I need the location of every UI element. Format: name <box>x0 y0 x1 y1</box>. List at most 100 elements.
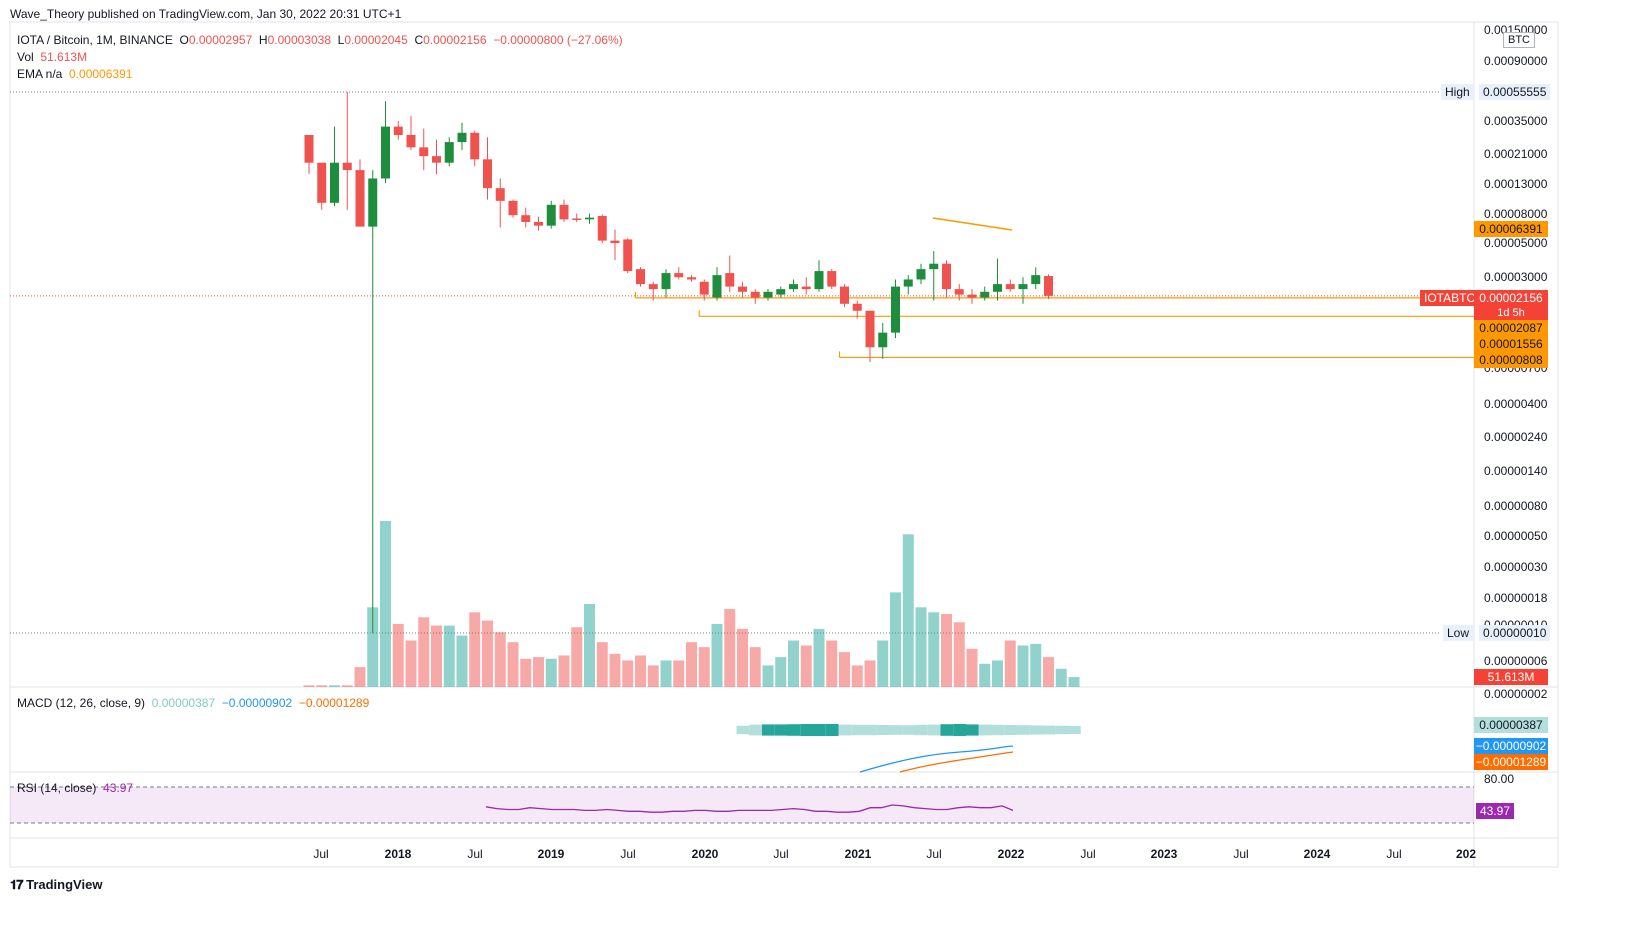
candle-body <box>789 284 798 290</box>
macd-histogram-bar <box>749 724 762 736</box>
close-value: 0.00002156 <box>423 33 487 47</box>
macd-histogram-bar <box>864 724 877 736</box>
macd-histogram-bar <box>978 724 992 736</box>
volume-bar <box>635 655 646 687</box>
candle-body <box>419 147 429 157</box>
macd-line-value: −0.00000902 <box>221 696 293 710</box>
candle-body <box>878 332 888 348</box>
candle-body <box>648 284 658 290</box>
macd-line-tag: −0.00000902 <box>1474 738 1548 754</box>
volume-bar <box>953 622 965 687</box>
time-tick-label: Jul <box>773 847 788 861</box>
volume-bar <box>941 613 952 687</box>
candle-body <box>457 132 467 143</box>
candle-body <box>393 126 403 135</box>
candle-body <box>1018 284 1028 290</box>
ema-legend: EMA n/a 0.00006391 <box>17 67 132 81</box>
volume-bar <box>851 665 863 687</box>
candle-body <box>699 281 709 295</box>
rsi-tag: 43.97 <box>1476 803 1515 819</box>
volume-bar <box>928 612 940 687</box>
volume-bar <box>1043 657 1054 687</box>
macd-histogram-bar <box>915 724 928 736</box>
candle-body <box>1044 276 1053 296</box>
candle-body <box>661 273 671 290</box>
currency-badge[interactable]: BTC <box>1503 32 1535 48</box>
volume-bar <box>826 640 838 687</box>
candle-body <box>432 156 441 163</box>
macd-line <box>859 745 1014 773</box>
candle-body <box>508 200 518 216</box>
macd-label[interactable]: MACD (12, 26, close, 9) <box>17 696 146 710</box>
ema-price-tag: 0.00006391 <box>1474 221 1548 237</box>
candle-body <box>444 142 454 163</box>
candle-body <box>559 204 569 220</box>
high-value: 0.00003038 <box>267 33 331 47</box>
high-label-tag: High <box>1441 84 1474 100</box>
symbol-price-tag: IOTABTC <box>1420 290 1480 306</box>
candle-body <box>865 310 875 348</box>
candle-body <box>903 279 913 287</box>
volume-label[interactable]: Vol <box>17 50 34 64</box>
rsi-label[interactable]: RSI (14, close) <box>17 781 97 795</box>
candle-body <box>546 204 556 226</box>
candle-body <box>597 215 607 241</box>
symbol-name[interactable]: IOTA / Bitcoin, 1M, BINANCE <box>17 33 173 47</box>
volume-bar <box>992 660 1003 687</box>
volume-bar <box>890 592 901 687</box>
volume-bar <box>788 640 799 687</box>
candle-body <box>750 291 760 298</box>
volume-bar <box>405 640 417 687</box>
macd-histogram-bar <box>1017 725 1030 735</box>
macd-signal-line <box>899 751 1014 773</box>
candle-body <box>738 286 747 292</box>
macd-histogram-bar <box>902 725 915 735</box>
macd-histogram-bar <box>889 725 903 735</box>
time-tick-label: Jul <box>1233 847 1248 861</box>
volume-bar <box>494 632 506 687</box>
macd-histogram-bar <box>774 724 788 736</box>
candle-body <box>763 291 773 298</box>
ema-label[interactable]: EMA n/a <box>17 67 63 81</box>
macd-histogram-bar <box>966 724 979 736</box>
price-tick-label: 0.00013000 <box>1484 177 1548 191</box>
candle-body <box>342 162 352 171</box>
macd-histogram-bar <box>762 724 775 736</box>
candle-body <box>623 239 633 272</box>
candle-body <box>304 134 314 163</box>
candle-body <box>674 273 684 278</box>
candle-body <box>840 286 849 304</box>
price-tick-label: 0.00000080 <box>1484 499 1548 513</box>
candle-body <box>470 132 480 160</box>
chart-frame <box>9 21 1559 868</box>
volume-bar <box>724 608 736 687</box>
volume-bar <box>673 660 685 687</box>
time-tick-label: 2020 <box>692 847 719 861</box>
volume-bar <box>392 623 404 687</box>
brand-footer[interactable]: 𝟏𝟕 TradingView <box>10 877 102 893</box>
rsi-upper-label: 80.00 <box>1484 772 1515 786</box>
macd-hist-tag: 0.00000387 <box>1474 717 1548 733</box>
macd-legend: MACD (12, 26, close, 9) 0.00000387 −0.00… <box>17 696 369 710</box>
countdown-tag: 1d 5h <box>1474 305 1548 321</box>
price-tick-label: 0.00000240 <box>1484 430 1548 444</box>
candle-body <box>916 269 926 280</box>
volume-bar <box>329 685 340 687</box>
volume-bar <box>520 658 532 687</box>
volume-bar <box>1017 645 1029 687</box>
candle-body <box>381 126 390 179</box>
candle-body <box>317 162 327 203</box>
candle-body <box>827 271 837 287</box>
candle-body <box>495 188 505 201</box>
candle-body <box>355 170 365 227</box>
macd-histogram-bar <box>838 724 852 736</box>
time-tick-label: Jul <box>467 847 482 861</box>
volume-bar <box>341 685 353 687</box>
volume-bar <box>1030 643 1042 687</box>
volume-bar <box>915 607 927 687</box>
volume-bar <box>864 660 876 687</box>
volume-bar <box>316 685 328 687</box>
candle-body <box>572 218 582 220</box>
candle-body <box>483 159 492 189</box>
